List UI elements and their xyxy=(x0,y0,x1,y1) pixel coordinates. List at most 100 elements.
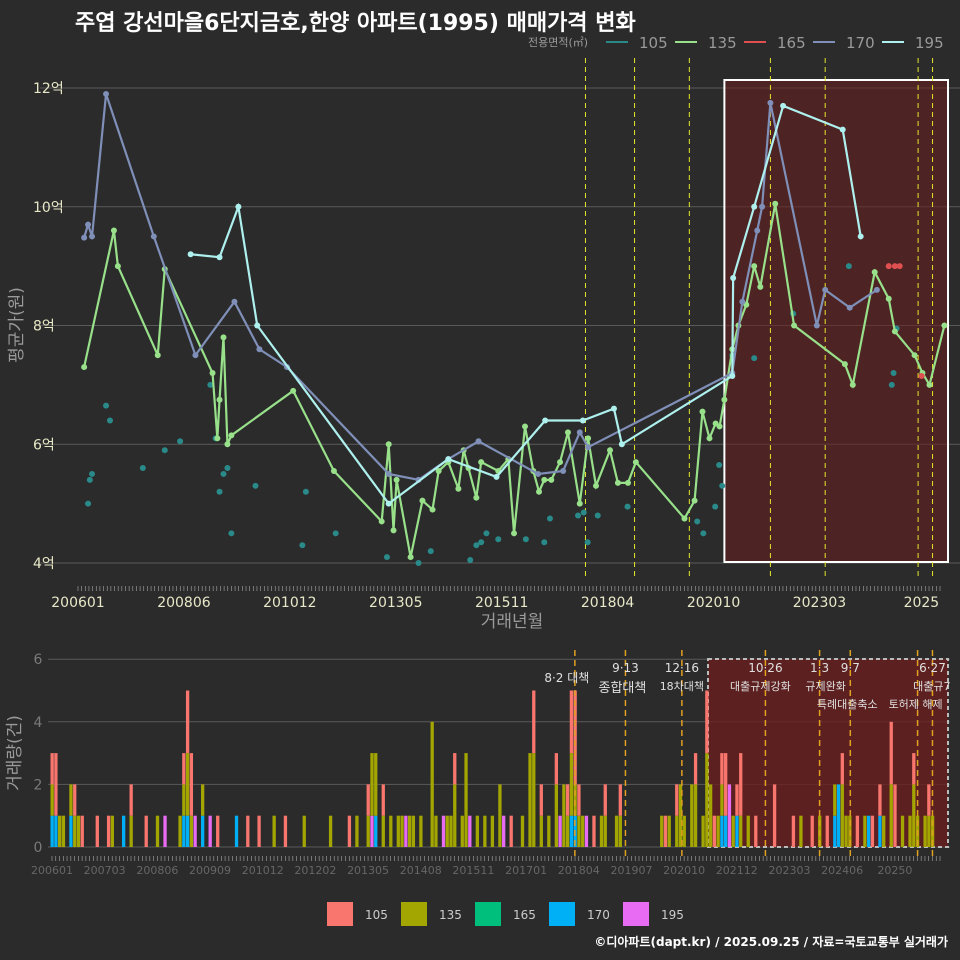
bar-135 xyxy=(407,815,412,847)
bar-135 xyxy=(882,815,886,847)
data-point-170 xyxy=(81,234,88,241)
bar-135 xyxy=(614,815,619,847)
data-point-135 xyxy=(885,295,892,302)
bar-135 xyxy=(565,815,570,847)
bar-105 xyxy=(246,815,250,847)
bar-135 xyxy=(678,784,683,847)
data-point-135 xyxy=(699,408,706,415)
bar-135 xyxy=(840,784,844,847)
bar-135 xyxy=(532,753,536,847)
x-tick-label: 200601 xyxy=(51,595,104,611)
data-point-105 xyxy=(483,530,490,537)
event-date: 9·13 xyxy=(612,661,639,675)
legend-swatch-170 xyxy=(549,902,575,926)
bar-105 xyxy=(577,784,581,816)
bar-135 xyxy=(708,784,713,847)
data-point-105 xyxy=(207,381,214,388)
bar-195 xyxy=(727,784,732,847)
data-point-195 xyxy=(780,102,787,109)
event-date: 6·27 xyxy=(919,661,946,675)
x-tick-label: 202010 xyxy=(663,864,705,877)
bar-170 xyxy=(836,784,841,847)
bar-135 xyxy=(675,815,679,847)
data-point-170 xyxy=(576,429,583,436)
bar-105 xyxy=(889,721,893,785)
y-tick-label: 4억 xyxy=(33,556,55,572)
x-tick-label: 202303 xyxy=(768,864,810,877)
data-point-170 xyxy=(150,233,157,240)
legend-label-165: 165 xyxy=(777,34,806,52)
data-point-170 xyxy=(535,470,542,477)
data-point-135 xyxy=(220,334,227,341)
bar-105 xyxy=(532,690,536,754)
data-point-170 xyxy=(192,352,199,359)
data-point-105 xyxy=(383,554,390,561)
data-point-135 xyxy=(691,497,698,504)
data-point-195 xyxy=(839,126,846,133)
bar-195 xyxy=(404,815,408,847)
bar-170 xyxy=(182,815,186,847)
data-point-105 xyxy=(86,476,93,483)
data-point-135 xyxy=(81,364,88,371)
x-axis-title: 거래년월 xyxy=(481,612,544,632)
bar-105 xyxy=(855,815,860,847)
data-point-135 xyxy=(114,263,121,270)
x-tick-label: 201511 xyxy=(452,864,494,877)
x-tick-label: 202112 xyxy=(716,864,758,877)
bar-170 xyxy=(234,815,239,847)
bar-105 xyxy=(129,784,133,816)
bar-105 xyxy=(720,753,724,785)
x-tick-label: 200703 xyxy=(84,864,126,877)
bar-170 xyxy=(833,815,837,847)
data-point-165 xyxy=(896,263,903,270)
data-point-195 xyxy=(216,254,223,261)
event-date: 1·3 xyxy=(810,661,829,675)
bar-135 xyxy=(900,815,905,847)
data-point-195 xyxy=(385,500,392,507)
data-point-135 xyxy=(576,500,583,507)
series-line-170 xyxy=(83,93,878,482)
data-point-135 xyxy=(772,200,779,207)
footer-credit: ©디아파트(dapt.kr) / 2025.09.25 / 자료=국토교통부 실… xyxy=(594,934,948,949)
bar-105 xyxy=(182,753,186,785)
data-point-195 xyxy=(542,417,549,424)
bar-135 xyxy=(73,815,77,847)
x-tick-label: 201305 xyxy=(369,595,422,611)
bar-135 xyxy=(720,784,724,816)
x-tick-label: 200601 xyxy=(31,864,73,877)
data-point-135 xyxy=(154,352,161,359)
y-axis-title: 평균가(원) xyxy=(7,287,27,363)
data-point-105 xyxy=(177,438,184,445)
event-label: 종합대책 xyxy=(599,681,647,696)
data-point-195 xyxy=(235,203,242,210)
legend-label-170: 170 xyxy=(846,34,875,52)
volume-bar-chart: 0 2 4 6 8·2 대책 9·13 종합대책 12·16 18차대책 10·26 대출규제강화 1… xyxy=(5,650,950,926)
data-point-135 xyxy=(393,476,400,483)
data-point-105 xyxy=(888,381,895,388)
data-point-135 xyxy=(378,518,385,525)
bar-105 xyxy=(54,753,58,816)
y-tick-label: 4 xyxy=(34,715,43,731)
bar-135 xyxy=(498,784,502,847)
data-point-105 xyxy=(106,417,113,424)
bar-135 xyxy=(746,815,750,847)
bar-105 xyxy=(573,690,577,785)
data-point-105 xyxy=(224,465,231,471)
bar-105 xyxy=(366,784,370,816)
data-point-170 xyxy=(754,227,761,234)
bar-135 xyxy=(844,815,848,847)
bar-135 xyxy=(693,784,698,847)
data-point-105 xyxy=(890,370,897,376)
data-point-105 xyxy=(332,530,339,537)
bar-135 xyxy=(539,815,543,847)
bar-135 xyxy=(528,753,532,847)
legend-label-165: 165 xyxy=(513,908,536,922)
bar-135 xyxy=(189,815,194,847)
bar-170 xyxy=(867,815,871,847)
x-tick-label: 2025 xyxy=(904,595,940,611)
event-date: 9·7 xyxy=(841,661,860,675)
event-date: 12·16 xyxy=(665,661,699,675)
data-point-135 xyxy=(228,432,235,439)
bar-105 xyxy=(791,815,796,847)
